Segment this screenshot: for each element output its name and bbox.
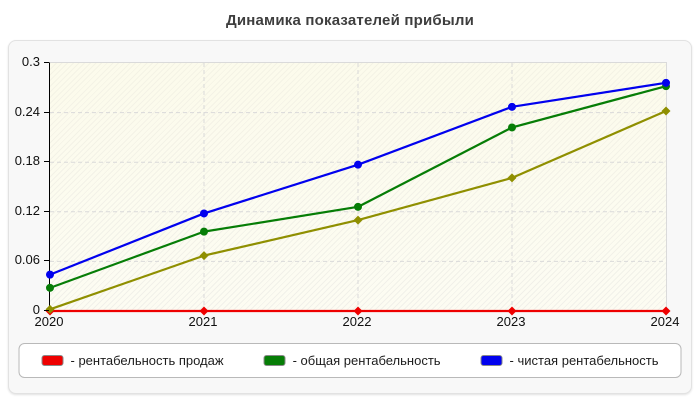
- data-point-circle: [354, 160, 362, 169]
- series-line: [49, 85, 667, 289]
- data-point-diamond: [199, 251, 209, 261]
- y-tick-label: 0: [32, 302, 40, 317]
- y-tick-mark: [44, 111, 49, 113]
- x-tick-label: 2023: [496, 314, 526, 329]
- chart-svg: [45, 63, 671, 316]
- x-tick-label: 2021: [188, 314, 218, 329]
- y-tick-mark: [44, 260, 49, 262]
- data-point-circle: [46, 283, 54, 292]
- legend-label: - общая рентабельность: [292, 353, 441, 368]
- y-tick-label: 0.18: [14, 153, 40, 169]
- data-point-diamond: [353, 215, 363, 225]
- data-point-circle: [200, 209, 208, 218]
- legend-entry: - рентабельность продаж: [41, 353, 224, 368]
- y-tick-mark: [44, 210, 49, 212]
- data-point-diamond: [199, 306, 209, 316]
- data-point-circle: [662, 78, 670, 87]
- y-tick-label: 0.12: [14, 202, 40, 218]
- y-tick-mark: [44, 310, 49, 311]
- legend-label: - рентабельность продаж: [70, 353, 224, 368]
- x-tick-label: 2024: [650, 314, 680, 329]
- y-tick-label: 0.3: [21, 54, 40, 69]
- data-point-circle: [354, 202, 362, 211]
- data-point-diamond: [353, 306, 363, 316]
- x-tick-label: 2022: [342, 314, 372, 329]
- data-point-diamond: [507, 173, 517, 183]
- chart-title: Динамика показателей прибыли: [225, 12, 475, 29]
- legend-entry: - общая рентабельность: [263, 353, 441, 368]
- legend-swatch: [41, 355, 64, 366]
- y-tick-label: 0.06: [14, 252, 40, 268]
- data-point-diamond: [661, 306, 671, 316]
- data-point-circle: [508, 102, 516, 111]
- data-point-circle: [200, 227, 208, 236]
- y-tick-mark: [44, 161, 49, 163]
- legend-swatch: [263, 355, 286, 366]
- data-point-circle: [508, 123, 516, 132]
- y-tick-mark: [44, 62, 49, 63]
- legend-swatch: [480, 355, 503, 366]
- legend-label: - чистая рентабельность: [509, 353, 659, 368]
- legend-entry: - чистая рентабельность: [480, 353, 659, 368]
- plot-area: [45, 62, 671, 316]
- data-point-diamond: [661, 106, 671, 116]
- x-tick-label: 2020: [34, 314, 64, 329]
- data-point-diamond: [45, 304, 55, 314]
- data-point-circle: [46, 270, 54, 279]
- y-tick-label: 0.24: [14, 103, 40, 119]
- data-point-diamond: [507, 306, 517, 316]
- legend: - рентабельность продаж - общая рентабель…: [18, 343, 682, 378]
